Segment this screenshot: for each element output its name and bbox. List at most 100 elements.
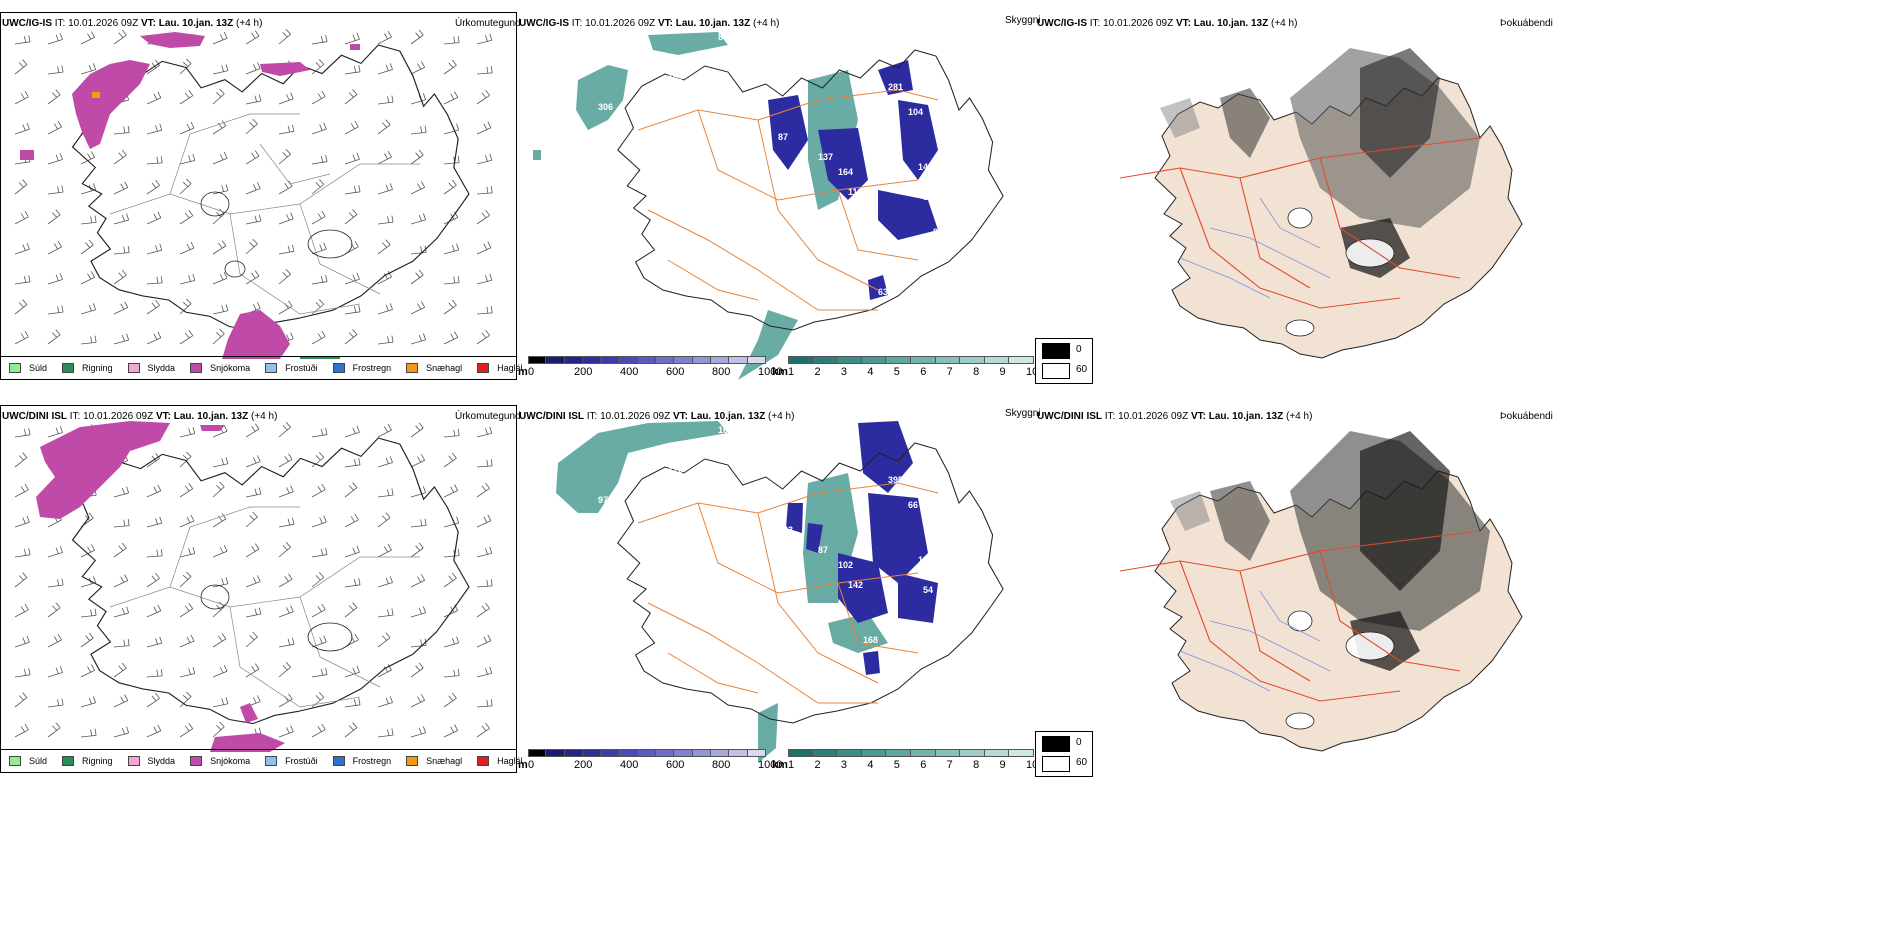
wind-barb <box>344 575 363 592</box>
wind-barb <box>241 630 260 648</box>
wind-barb <box>443 91 459 105</box>
colorbar-cell <box>960 356 985 364</box>
wind-barb <box>311 424 329 441</box>
wind-barb <box>341 481 359 498</box>
colorbar-cell <box>729 749 748 757</box>
colorbar-cell <box>935 749 961 757</box>
wind-barb <box>79 270 96 285</box>
wind-barb <box>241 237 260 255</box>
precip-legend-item: Frostregn <box>332 363 391 373</box>
wind-barb <box>410 635 429 652</box>
roads <box>637 89 939 311</box>
wind-barb <box>113 635 132 652</box>
wind-barb <box>476 664 494 680</box>
wind-barb <box>278 484 295 499</box>
wind-barb <box>243 542 261 558</box>
wind-barb <box>441 298 459 315</box>
precip-type-title: UWC/DINI ISL IT: 10.01.2026 09Z VT: Lau.… <box>2 411 277 422</box>
fog-legend-swatch-0 <box>1042 343 1070 359</box>
vt-label: VT: <box>672 411 688 422</box>
roads-grey <box>109 113 420 315</box>
it-label: IT: <box>54 18 66 29</box>
colorbar-cell <box>546 749 565 757</box>
wind-barb <box>441 691 459 708</box>
vt-label: VT: <box>1190 411 1206 422</box>
blue-ceiling-areas <box>768 60 938 300</box>
colorbar-tick-label: 800 <box>712 759 731 771</box>
precip-legend-item: Haglél <box>477 363 523 373</box>
wind-barb <box>308 571 326 588</box>
wind-barb <box>212 301 230 318</box>
colorbar-tick-label: 7 <box>946 366 953 378</box>
wind-barb <box>441 178 459 195</box>
wind-barb <box>14 32 33 49</box>
vt-value: Lau. 10.jan. 13Z <box>690 411 766 422</box>
wind-barb <box>79 543 96 558</box>
precip-type-legend: Súld Rigning Slydda Snjókoma Frostúði Frostre… <box>0 749 523 772</box>
precip-legend-item: Slydda <box>127 363 175 373</box>
legend-swatch <box>477 756 490 766</box>
legend-swatch <box>406 756 419 766</box>
it-label: IT: <box>571 18 583 29</box>
vt-label: VT: <box>140 18 156 29</box>
visibility-value-label: 66 <box>908 500 918 510</box>
colorbar-tick-label: 2 <box>814 759 821 771</box>
fog-legend-label-0: 0 <box>1076 344 1082 355</box>
ceiling-colorbar <box>528 356 766 364</box>
wind-barb <box>13 330 30 345</box>
legend-swatch <box>9 756 21 766</box>
wind-barb <box>144 572 162 588</box>
wind-barb <box>310 483 327 498</box>
wind-barb <box>341 208 359 225</box>
fog-legend-swatch-0 <box>1042 736 1070 752</box>
wind-barb <box>407 541 426 558</box>
wind-barb <box>344 695 363 712</box>
wind-barb <box>111 268 129 285</box>
precip-type-panel-frame <box>0 12 517 380</box>
wind-barb <box>113 484 130 500</box>
colorbar-cell <box>674 356 693 364</box>
colorbar-cell <box>729 356 748 364</box>
legend-label: Súld <box>29 756 48 766</box>
visibility-value-label: 306 <box>598 102 613 112</box>
wind-barb <box>13 483 30 498</box>
wind-barb <box>210 512 228 528</box>
wind-barb <box>474 89 492 105</box>
fog-legend-label-60: 60 <box>1076 364 1088 375</box>
wind-barb <box>113 211 130 227</box>
snow-areas <box>20 32 360 359</box>
wind-barb <box>376 543 393 558</box>
wind-barb <box>476 302 495 319</box>
colorbar-cell <box>984 356 1010 364</box>
visibility-colorbar <box>788 749 1034 757</box>
visibility-value-label: 120 <box>668 465 683 475</box>
legend-label: Snæhagl <box>426 756 463 766</box>
visibility-value-label: 87 <box>818 545 828 555</box>
precip-legend-item: Snjókoma <box>190 756 250 766</box>
vt-label: VT: <box>1175 18 1191 29</box>
visibility-title: UWC/IG-IS IT: 10.01.2026 09Z VT: Lau. 10… <box>519 18 779 29</box>
wind-barb <box>410 91 427 107</box>
legend-label: Haglél <box>497 363 523 373</box>
legend-label: Snjókoma <box>210 363 251 373</box>
wind-barb <box>443 665 462 682</box>
wind-barb <box>47 424 64 439</box>
colorbar-unit: m <box>518 366 528 378</box>
wind-barb <box>146 241 164 257</box>
wind-barb <box>476 695 495 712</box>
legend-label: Snæhagl <box>426 363 463 373</box>
colorbar-cell <box>837 749 862 757</box>
wind-barb <box>374 238 392 255</box>
wind-barb <box>443 634 460 650</box>
colorbar-tick-label: 3 <box>840 366 847 378</box>
wind-barb <box>79 30 96 45</box>
wind-barb <box>344 62 363 79</box>
colorbar-tick-label: 3 <box>840 759 847 771</box>
vt-value: Lau. 10.jan. 13Z <box>158 18 234 29</box>
wind-barb <box>179 241 195 255</box>
wind-barb <box>311 241 328 256</box>
wind-barb <box>407 268 426 285</box>
visibility-value-label: 347 <box>628 470 643 480</box>
colorbar-cell <box>692 356 711 364</box>
